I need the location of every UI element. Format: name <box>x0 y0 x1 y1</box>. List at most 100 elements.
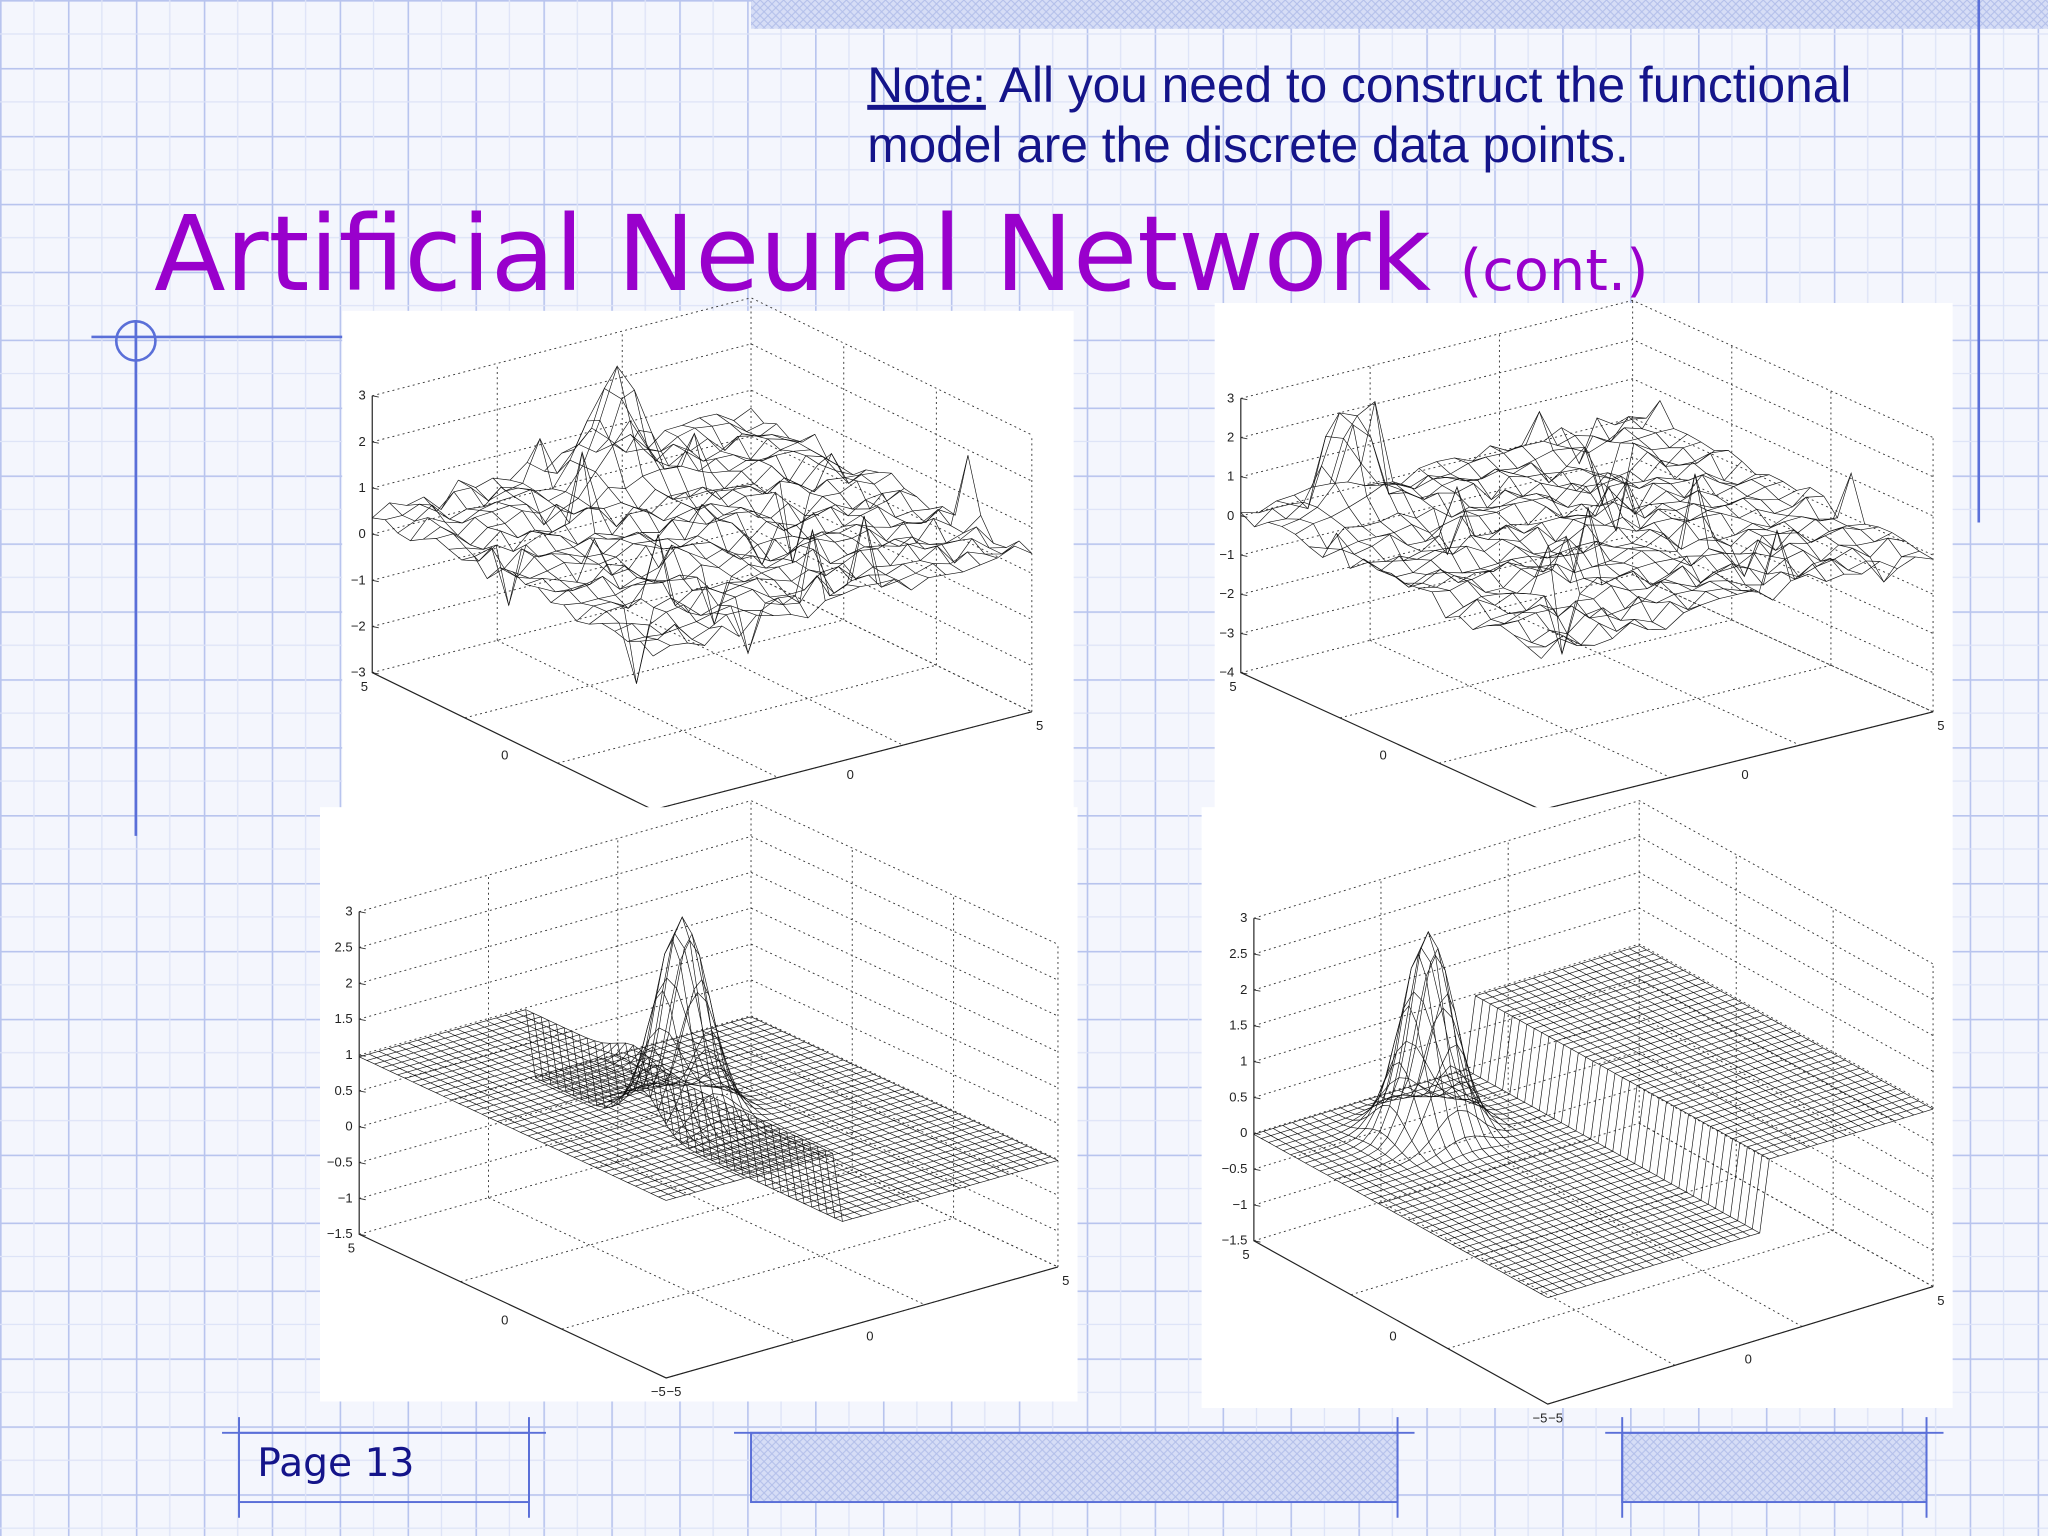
mesh-line <box>1513 983 1808 1148</box>
z-tick <box>372 395 379 398</box>
z-tick <box>1253 917 1261 920</box>
floor-grid-line <box>1638 1122 1934 1287</box>
z-tick-label: −1.5 <box>327 1226 353 1241</box>
mesh-line <box>652 1044 961 1189</box>
mesh-line <box>1596 417 1898 583</box>
z-tick-label: 1.5 <box>335 1011 353 1026</box>
note-label: Note: <box>867 57 986 113</box>
mesh-line <box>1430 1043 1816 1233</box>
slide-title: Artificial Neural Network (cont.) <box>154 193 1648 315</box>
z-tick <box>359 1126 366 1129</box>
z-tick-label: −0.5 <box>327 1155 353 1170</box>
mesh-line <box>578 365 860 594</box>
plot-background <box>1214 303 1953 813</box>
mesh-line <box>1503 1084 1890 1274</box>
z-tick <box>1240 633 1248 636</box>
mesh-line <box>633 1049 941 1195</box>
mesh-line <box>741 1019 1049 1164</box>
note-text: All you need to construct the functional <box>999 57 1851 113</box>
mesh-line <box>1446 1075 1741 1240</box>
title-main: Artificial Neural Network <box>154 193 1431 315</box>
mesh-line <box>664 430 946 575</box>
wall-grid-line <box>359 943 1059 1089</box>
z-tick-label: 2 <box>358 434 365 449</box>
footer: Page 13 <box>222 1417 1944 1518</box>
x-tick-label: 0 <box>501 1312 508 1327</box>
z-tick <box>1253 1096 1261 1100</box>
surface-mesh <box>1253 930 1934 1298</box>
mesh-line <box>614 526 994 632</box>
mesh-line <box>666 1152 1059 1222</box>
z-tick <box>1240 593 1248 597</box>
mesh-line <box>1504 986 1799 1151</box>
axis-line <box>371 395 1032 811</box>
surface-plot: 32.521.510.50−0.5−1−1.550−550−5 <box>320 800 1078 1402</box>
mesh-line <box>1547 1108 1934 1298</box>
z-tick <box>372 533 379 536</box>
z-tick-label: −2 <box>351 618 366 633</box>
z-tick-label: 2 <box>1227 429 1234 444</box>
mesh-line <box>1408 1031 1794 1221</box>
mesh-line <box>550 506 930 603</box>
mesh-line <box>1459 473 1852 617</box>
z-tick-label: 3 <box>1240 910 1247 925</box>
mesh-line <box>1488 1076 1875 1266</box>
mesh-line <box>627 1134 1020 1205</box>
floor-grid-line <box>488 1197 796 1342</box>
mesh-line <box>1540 1104 1926 1294</box>
z-tick <box>359 1090 366 1093</box>
wall-grid-line <box>359 1086 1059 1232</box>
plot-background <box>1201 807 1953 1408</box>
z-tick <box>359 911 366 914</box>
z-tick-label: 0.5 <box>1229 1089 1247 1104</box>
mesh-line <box>652 545 1032 657</box>
mesh-line <box>750 408 1033 554</box>
mesh-line <box>1484 992 1780 1157</box>
mesh-line <box>538 490 918 593</box>
mesh-line <box>1472 456 1773 601</box>
mesh-line <box>604 1124 997 1194</box>
mesh-line <box>1404 490 1797 584</box>
z-tick-label: 2.5 <box>1229 946 1247 961</box>
z-tick <box>1253 1025 1261 1028</box>
mesh-line <box>1486 526 1879 627</box>
mesh-line <box>1437 1047 1823 1237</box>
mesh-line <box>543 1095 936 1165</box>
mesh-line <box>672 1038 980 1183</box>
mesh-line <box>1525 410 1827 582</box>
page-number: Page 13 <box>257 1441 414 1486</box>
y-tick-label: 0 <box>847 767 854 782</box>
mesh-line <box>564 938 872 1214</box>
y-tick-label: 0 <box>1745 1352 1752 1367</box>
z-tick-label: 3 <box>1227 390 1234 405</box>
z-tick <box>1253 989 1261 992</box>
mesh-line <box>643 1047 951 1192</box>
mesh-line <box>1639 945 1934 1110</box>
mesh-line <box>1561 427 1862 575</box>
mesh-line <box>733 420 1015 555</box>
footer-rule <box>734 1417 1415 1518</box>
wall-grid-line <box>1253 1051 1934 1216</box>
mesh-line <box>573 1109 966 1179</box>
mesh-line <box>627 538 1007 655</box>
x-tick-label: 5 <box>1229 679 1236 694</box>
mesh-line <box>1456 1072 1751 1237</box>
z-tick-label: 2 <box>345 975 352 990</box>
mesh-line <box>554 990 863 1217</box>
floor-grid-line <box>617 1160 925 1306</box>
mesh-line <box>1481 1072 1868 1262</box>
mesh-line <box>1581 963 1876 1127</box>
mesh-line <box>1422 1039 1809 1229</box>
mesh-line <box>643 1142 1036 1212</box>
mesh-line <box>1436 461 1738 595</box>
z-tick <box>1240 515 1248 518</box>
z-tick-label: 0 <box>1240 1125 1247 1140</box>
footer-rule <box>1605 1417 1944 1518</box>
x-tick-label: 5 <box>1242 1247 1249 1262</box>
mesh-line <box>550 1099 943 1169</box>
surface-mesh <box>359 916 1059 1222</box>
footer-rule <box>222 1417 546 1518</box>
